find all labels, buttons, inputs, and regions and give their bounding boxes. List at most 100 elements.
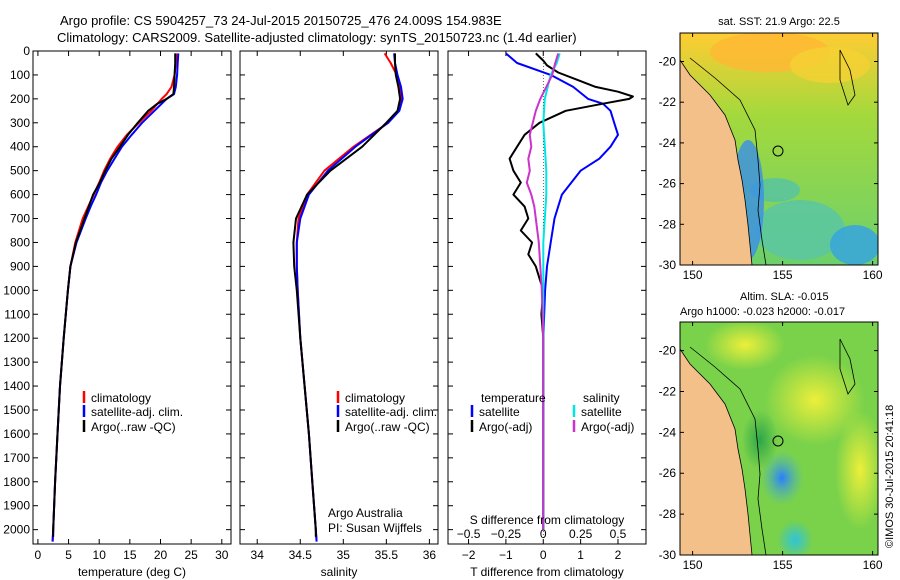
reef-contour (839, 49, 856, 106)
sla-map-lat-label: -26 (659, 466, 677, 480)
sla-map-lat-label: -20 (659, 344, 677, 358)
temperature-xtick-label: 25 (184, 548, 198, 562)
s-difference-xtick-label: 0.25 (569, 527, 593, 541)
legend-sal-argo-label: Argo(-adj) (581, 420, 634, 434)
depth-tick-label: 100 (10, 68, 30, 82)
depth-tick-label: 500 (10, 164, 30, 178)
legend-sal-satellite-label: satellite (581, 405, 622, 419)
legend-climatology-label: climatology (91, 391, 151, 405)
sst-map-lat-label: -28 (659, 217, 677, 231)
temperature-plot-frame (32, 50, 232, 545)
legend-temp-argo-label: Argo(-adj) (479, 420, 532, 434)
difference-series-temperature-satellite (505, 52, 619, 530)
sst-map-lat-label: -26 (659, 177, 677, 191)
difference-xtick-label: 2 (615, 548, 622, 562)
depth-tick-label: 1200 (3, 331, 30, 345)
difference-legend: temperature salinity satellite Argo(-adj… (470, 391, 634, 434)
sla-map-lon-label: 155 (773, 558, 793, 572)
legend-temp-satellite-label: satellite (479, 405, 520, 419)
s-difference-axis-label: S difference from climatology (470, 513, 625, 527)
depth-tick-label: 700 (10, 212, 30, 226)
sla-low-patch (777, 520, 813, 555)
sla-low-patch (742, 410, 778, 470)
credit-line2: PI: Susan Wijffels (328, 521, 422, 535)
depth-tick-label: 1000 (3, 283, 30, 297)
depth-tick-label: 1800 (3, 475, 30, 489)
sla-high-patch (705, 322, 785, 370)
salinity-series-satellite-adj-clim (295, 53, 404, 542)
salinity-series-argo-raw-qc (292, 53, 402, 537)
sla-map (680, 322, 878, 555)
temperature-series-argo-raw-qc (52, 53, 177, 537)
temperature-xtick-label: 0 (35, 548, 42, 562)
sst-warm-patch (790, 47, 870, 83)
sla-high-patch (765, 355, 865, 445)
salinity-xtick-label: 35.5 (375, 548, 399, 562)
salinity-axis-label: salinity (321, 565, 358, 579)
sla-map-lon-label: 150 (683, 558, 703, 572)
temperature-xtick-label: 30 (215, 548, 229, 562)
salinity-xtick-label: 36 (423, 548, 437, 562)
sla-map-lat-label: -30 (659, 548, 677, 562)
legend-argo-label: Argo(..raw -QC) (345, 420, 430, 434)
salinity-series-climatology (295, 52, 403, 542)
salinity-xtick-label: 35 (337, 548, 351, 562)
depth-tick-label: 0 (23, 44, 30, 58)
difference-plot-frame (447, 50, 647, 545)
sla-map-lat-label: -24 (659, 425, 677, 439)
depth-tick-label: 300 (10, 116, 30, 130)
imos-stamp: ©IMOS 30-Jul-2015 20:41:18 (884, 405, 896, 548)
sla-high-patch (835, 410, 878, 530)
sst-map-title: sat. SST: 21.9 Argo: 22.5 (718, 16, 840, 28)
credit-line1: Argo Australia (328, 506, 403, 520)
sla-map-subtitle: Argo h1000: -0.023 h2000: -0.017 (680, 306, 845, 318)
figure-title-line2: Climatology: CARS2009. Satellite-adjuste… (57, 30, 577, 45)
t-difference-axis-label: T difference from climatology (470, 565, 624, 579)
argo-float-marker (772, 145, 784, 157)
argo-float-marker (772, 435, 784, 447)
coastline (680, 348, 753, 555)
s-difference-xtick-label: 0.5 (610, 527, 627, 541)
salinity-legend: climatology satellite-adj. clim. Argo(..… (336, 391, 437, 434)
depth-tick-label: 1400 (3, 379, 30, 393)
coastline (680, 59, 753, 265)
depth-tick-label: 1100 (4, 307, 30, 321)
depth-tick-label: 400 (10, 140, 30, 154)
salinity-xtick-label: 34 (251, 548, 265, 562)
depth-tick-label: 600 (10, 188, 30, 202)
temperature-legend: climatology satellite-adj. clim. Argo(..… (82, 391, 183, 434)
temperature-xtick-label: 10 (93, 548, 107, 562)
sst-map-lon-label: 160 (863, 268, 883, 282)
sla-map-lat-label: -22 (659, 384, 677, 398)
temperature-axis-label: temperature (deg C) (78, 565, 186, 579)
legend-temperature-heading: temperature (481, 391, 546, 405)
legend-argo-label: Argo(..raw -QC) (91, 420, 176, 434)
temperature-xtick-label: 20 (154, 548, 168, 562)
figure-title-line1: Argo profile: CS 5904257_73 24-Jul-2015 … (60, 13, 502, 28)
depth-tick-label: 200 (10, 92, 30, 106)
legend-climatology-label: climatology (345, 391, 405, 405)
axis-ticks: 0100200300400500600700800900100011001200… (3, 44, 646, 562)
sst-map-frame (679, 32, 879, 266)
sst-cool-patch (830, 225, 878, 265)
sst-map-lat-label: -20 (659, 54, 677, 68)
difference-xtick-label: 0 (540, 548, 547, 562)
salinity-plot-frame (239, 50, 439, 545)
shelf-contour (689, 57, 767, 265)
temperature-xtick-label: 5 (65, 548, 72, 562)
legend-salinity-heading: salinity (583, 391, 620, 405)
temperature-xtick-label: 15 (123, 548, 137, 562)
difference-xtick-label: 1 (577, 548, 584, 562)
temperature-series-satellite-adj-clim (51, 53, 180, 542)
sst-cool-patch (755, 200, 845, 260)
legend-satellite-label: satellite-adj. clim. (91, 405, 183, 419)
legend-satellite-label: satellite-adj. clim. (345, 405, 437, 419)
depth-tick-label: 900 (10, 259, 30, 273)
land-mass (680, 60, 752, 265)
s-difference-xtick-label: −0.25 (491, 527, 522, 541)
depth-tick-label: 1300 (3, 355, 30, 369)
sst-map-lon-label: 155 (773, 268, 793, 282)
depth-tick-label: 1600 (3, 427, 30, 441)
sst-map-lon-label: 150 (683, 268, 703, 282)
